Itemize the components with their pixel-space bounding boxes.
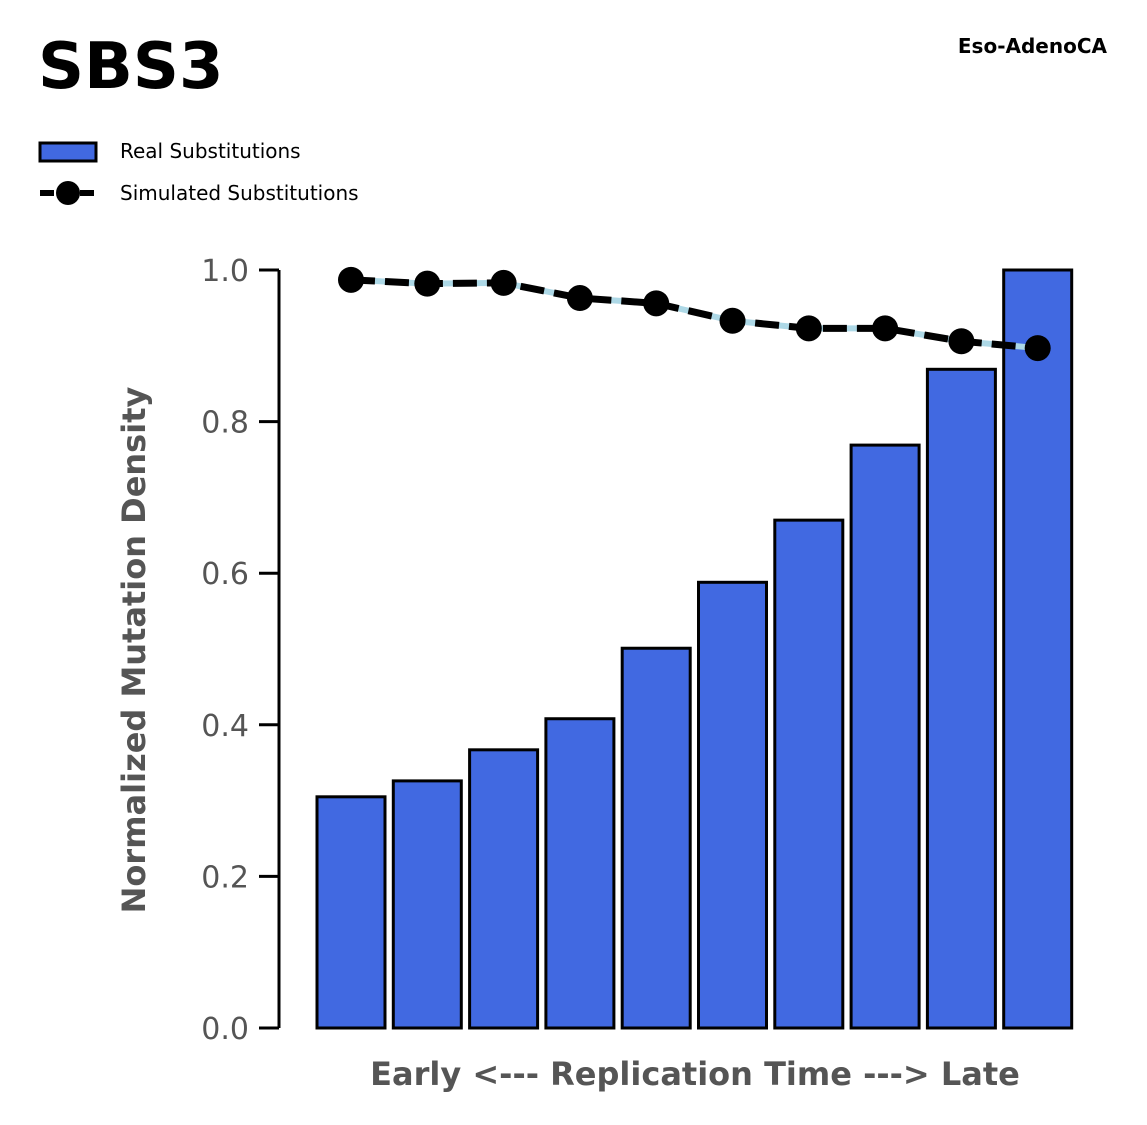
y-tick-label: 0.0 xyxy=(201,1012,249,1047)
legend-label-simulated: Simulated Substitutions xyxy=(120,181,359,205)
bar xyxy=(773,518,845,1030)
bar xyxy=(620,646,692,1030)
chart-subtitle: Eso-AdenoCA xyxy=(957,34,1107,58)
legend-item-simulated: Simulated Substitutions xyxy=(38,172,359,214)
legend-bar-swatch xyxy=(38,141,98,163)
y-axis-label: Normalized Mutation Density xyxy=(115,387,153,914)
simulated-point xyxy=(566,285,593,312)
simulated-line xyxy=(338,266,1051,362)
legend-line-swatch xyxy=(40,181,96,205)
legend-item-real: Real Substitutions xyxy=(38,130,359,172)
legend-label-real: Real Substitutions xyxy=(120,139,301,163)
simulated-point xyxy=(643,290,670,317)
bars xyxy=(315,268,1074,1030)
bar xyxy=(468,748,540,1030)
bar xyxy=(1002,268,1074,1030)
bar xyxy=(391,779,463,1030)
simulated-point xyxy=(414,270,441,297)
simulated-point xyxy=(872,315,899,342)
simulated-line-dashed xyxy=(350,276,1039,352)
y-tick-label: 0.6 xyxy=(201,557,249,592)
bar xyxy=(697,580,768,1030)
bar xyxy=(315,795,387,1030)
bar xyxy=(849,443,921,1030)
simulated-point xyxy=(1024,335,1051,362)
simulated-point xyxy=(795,315,822,342)
chart-title: SBS3 xyxy=(38,30,224,104)
bar xyxy=(925,367,997,1030)
simulated-point xyxy=(948,328,975,355)
y-tick-label: 0.8 xyxy=(201,406,249,441)
simulated-point xyxy=(490,269,517,296)
y-axis: 0.0 0.2 0.4 0.6 0.8 1.0 xyxy=(201,254,281,1047)
simulated-point xyxy=(338,266,364,293)
y-tick-label: 0.2 xyxy=(201,860,249,895)
legend: Real Substitutions Simulated Substitutio… xyxy=(38,130,359,214)
y-tick-label: 0.4 xyxy=(201,709,249,744)
simulated-point xyxy=(719,307,746,334)
x-axis-label: Early <--- Replication Time ---> Late xyxy=(370,1055,1020,1093)
bar xyxy=(544,717,616,1030)
y-tick-label: 1.0 xyxy=(201,254,249,289)
